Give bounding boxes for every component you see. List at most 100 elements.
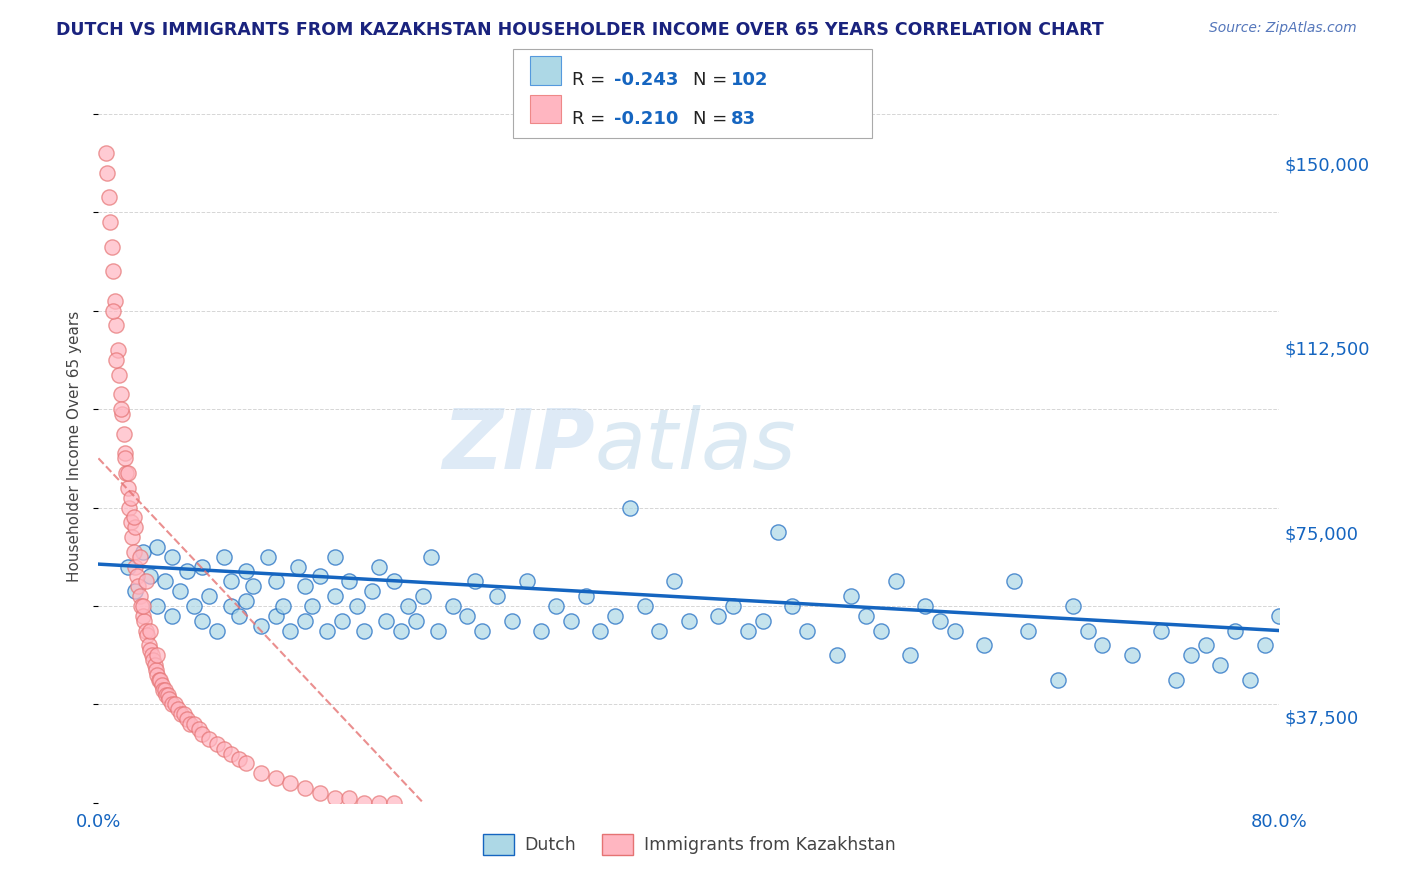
Point xyxy=(1225,624,1247,638)
Point xyxy=(360,584,382,599)
Point xyxy=(264,608,287,623)
Point xyxy=(634,599,657,613)
Point xyxy=(155,688,177,702)
Point xyxy=(339,790,361,805)
Text: R =: R = xyxy=(572,110,612,128)
Point xyxy=(176,565,198,579)
Point xyxy=(389,624,412,638)
Point xyxy=(212,741,235,756)
Point xyxy=(125,569,148,583)
Point xyxy=(146,540,169,554)
Point xyxy=(179,717,201,731)
Point xyxy=(560,614,582,628)
Point xyxy=(96,166,118,180)
Point xyxy=(929,614,952,628)
Point xyxy=(575,589,598,603)
Point xyxy=(150,678,173,692)
Point xyxy=(169,584,191,599)
Point xyxy=(115,466,138,480)
Point xyxy=(707,608,730,623)
Point xyxy=(323,549,346,564)
Point xyxy=(191,614,214,628)
Point xyxy=(464,574,486,589)
Point xyxy=(183,717,205,731)
Point xyxy=(1166,673,1188,687)
Point xyxy=(156,688,179,702)
Point xyxy=(412,589,434,603)
Point xyxy=(1091,638,1114,652)
Point xyxy=(145,663,167,677)
Point xyxy=(162,698,183,712)
Point xyxy=(142,653,165,667)
Point xyxy=(111,407,134,421)
Point xyxy=(135,624,157,638)
Point xyxy=(664,574,686,589)
Point xyxy=(309,569,332,583)
Point xyxy=(121,530,143,544)
Point xyxy=(183,599,205,613)
Point xyxy=(346,599,368,613)
Point xyxy=(191,559,214,574)
Point xyxy=(648,624,671,638)
Point xyxy=(104,293,127,308)
Text: 83: 83 xyxy=(731,110,756,128)
Point xyxy=(134,614,156,628)
Point xyxy=(138,638,160,652)
Point xyxy=(841,589,863,603)
Point xyxy=(129,599,152,613)
Point xyxy=(323,589,346,603)
Point xyxy=(228,608,250,623)
Point xyxy=(114,451,136,466)
Point xyxy=(398,599,420,613)
Point xyxy=(162,549,183,564)
Point xyxy=(419,549,441,564)
Point xyxy=(280,624,302,638)
Point xyxy=(98,215,121,229)
Point xyxy=(796,624,818,638)
Point xyxy=(678,614,700,628)
Point xyxy=(132,545,155,559)
Point xyxy=(149,673,172,687)
Point xyxy=(146,668,169,682)
Point xyxy=(117,559,139,574)
Point xyxy=(103,264,125,278)
Point xyxy=(405,614,427,628)
Point xyxy=(501,614,523,628)
Point xyxy=(294,579,316,593)
Point xyxy=(250,618,273,632)
Text: -0.210: -0.210 xyxy=(614,110,679,128)
Legend: Dutch, Immigrants from Kazakhstan: Dutch, Immigrants from Kazakhstan xyxy=(475,827,903,862)
Point xyxy=(1180,648,1202,662)
Point xyxy=(1254,638,1277,652)
Point xyxy=(221,747,243,761)
Point xyxy=(162,608,183,623)
Point xyxy=(152,682,174,697)
Point xyxy=(221,574,243,589)
Point xyxy=(368,796,391,810)
Point xyxy=(136,628,159,642)
Text: N =: N = xyxy=(693,110,733,128)
Text: -0.243: -0.243 xyxy=(614,71,679,89)
Point xyxy=(441,599,464,613)
Point xyxy=(382,574,405,589)
Point xyxy=(127,579,149,593)
Point xyxy=(280,776,302,790)
Point xyxy=(235,594,257,608)
Point xyxy=(108,368,131,382)
Point xyxy=(170,707,193,722)
Point xyxy=(120,516,142,530)
Point xyxy=(139,624,162,638)
Point xyxy=(900,648,922,662)
Point xyxy=(339,574,361,589)
Point xyxy=(198,731,221,746)
Point xyxy=(173,707,195,722)
Point xyxy=(294,780,316,795)
Point xyxy=(242,579,264,593)
Point xyxy=(1195,638,1218,652)
Point xyxy=(105,318,128,333)
Point xyxy=(723,599,745,613)
Point xyxy=(1239,673,1261,687)
Point xyxy=(294,614,316,628)
Point xyxy=(943,624,966,638)
Point xyxy=(884,574,907,589)
